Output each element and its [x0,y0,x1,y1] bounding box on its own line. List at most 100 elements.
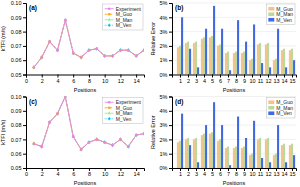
marker [143,48,144,52]
marker [127,49,129,51]
marker [103,55,106,58]
line-series [33,19,144,69]
marker [80,56,83,59]
bar [259,138,261,168]
y-axis-tick-mark [169,17,172,18]
y-axis-tick-label: 4% [160,15,168,21]
bar [275,154,277,168]
marker [127,145,130,148]
y-axis-tick-label: 0.07 [11,137,22,143]
x-axis-tick: 4 [56,75,59,84]
bar [229,70,231,74]
bar [187,42,189,75]
x-axis-tick-label: 8 [88,171,91,177]
bar-series [181,6,295,75]
bar [291,49,293,75]
x-axis-tick: 3 [195,168,198,177]
y-axis-tick: 0.07 [11,137,26,143]
marker [96,48,98,50]
bar [277,29,279,75]
y-axis-tick-label: 2% [160,137,168,143]
x-axis-tick-label: 1 [179,171,182,177]
bar [181,114,183,168]
y-axis-line [23,4,27,76]
legend-swatch [105,102,114,103]
y-axis-tick: 0% [160,165,172,171]
y-axis-tick-mark [23,75,26,76]
marker [64,19,67,22]
marker [48,40,51,43]
bar [289,50,291,74]
marker [88,140,90,144]
chart: 024681012140.050.060.070.080.090.10Posit… [0,0,300,187]
marker [96,138,98,140]
x-axis-tick: 4 [56,168,59,177]
marker [56,49,58,51]
x-axis-tick-label: 0 [25,78,28,84]
legend-swatch [268,7,274,11]
y-axis-line [169,4,173,76]
x-axis-tick: 5 [211,168,214,177]
x-axis-tick-label: 14 [281,171,287,177]
marker [143,132,144,135]
bar [243,52,245,75]
marker [127,145,129,147]
bar [203,134,205,168]
bar [289,145,291,168]
bar [293,155,295,168]
y-axis-title: Relative Error [150,22,156,56]
y-axis-tick: 3% [160,122,172,128]
y-axis-tick-mark [23,111,26,112]
legend-label: M_Ven [276,17,292,23]
x-axis-tick: 6 [219,75,222,84]
x-axis-tick: 8 [235,75,238,84]
legend-marker [108,13,110,15]
y-axis-tick: 0.08 [11,122,26,128]
plot-area [32,18,144,69]
marker [111,143,113,147]
y-axis-tick: 3% [160,29,172,35]
x-axis-tick: 0 [25,168,28,177]
marker [80,55,82,59]
y-axis-tick-label: 0.05 [11,72,22,78]
marker [64,97,67,98]
bar [267,138,269,168]
bar [277,125,279,168]
x-axis-tick-label: 5 [211,78,214,84]
bar-series [177,134,291,168]
x-axis-tick: 11 [258,75,264,84]
y-axis-tick: 0.06 [11,57,26,63]
y-axis-tick: 0.07 [11,43,26,49]
y-axis-tick-label: 1% [160,151,168,157]
line [34,20,144,67]
y-axis-tick: 0.09 [11,108,26,114]
x-axis-tick: 10 [249,168,255,177]
marker [72,52,75,55]
y-axis-tick-label: 0.10 [11,0,22,6]
x-axis-tick-label: 7 [227,78,230,84]
marker [88,49,91,52]
y-axis-tick-mark [23,139,26,140]
x-axis-tick: 6 [72,168,75,177]
bar [283,144,285,168]
x-axis-tick: 4 [203,168,206,177]
y-axis-tick: 5% [160,94,172,100]
bar [281,50,283,74]
legend-marker [108,111,111,114]
x-axis-tick: 14 [134,168,140,177]
x-axis-tick: 13 [273,168,279,177]
x-axis-tick-label: 10 [102,78,108,84]
marker [104,55,106,57]
bar [269,162,271,168]
marker [103,141,106,144]
marker [40,56,43,59]
bar [225,53,227,74]
y-axis-tick-mark [23,32,26,33]
x-axis-tick-label: 12 [118,171,124,177]
bar [241,148,243,168]
bar-series [177,37,291,74]
line-series [33,18,144,69]
marker [111,54,113,58]
y-axis-tick: 0.05 [11,72,26,78]
bar [269,67,271,74]
